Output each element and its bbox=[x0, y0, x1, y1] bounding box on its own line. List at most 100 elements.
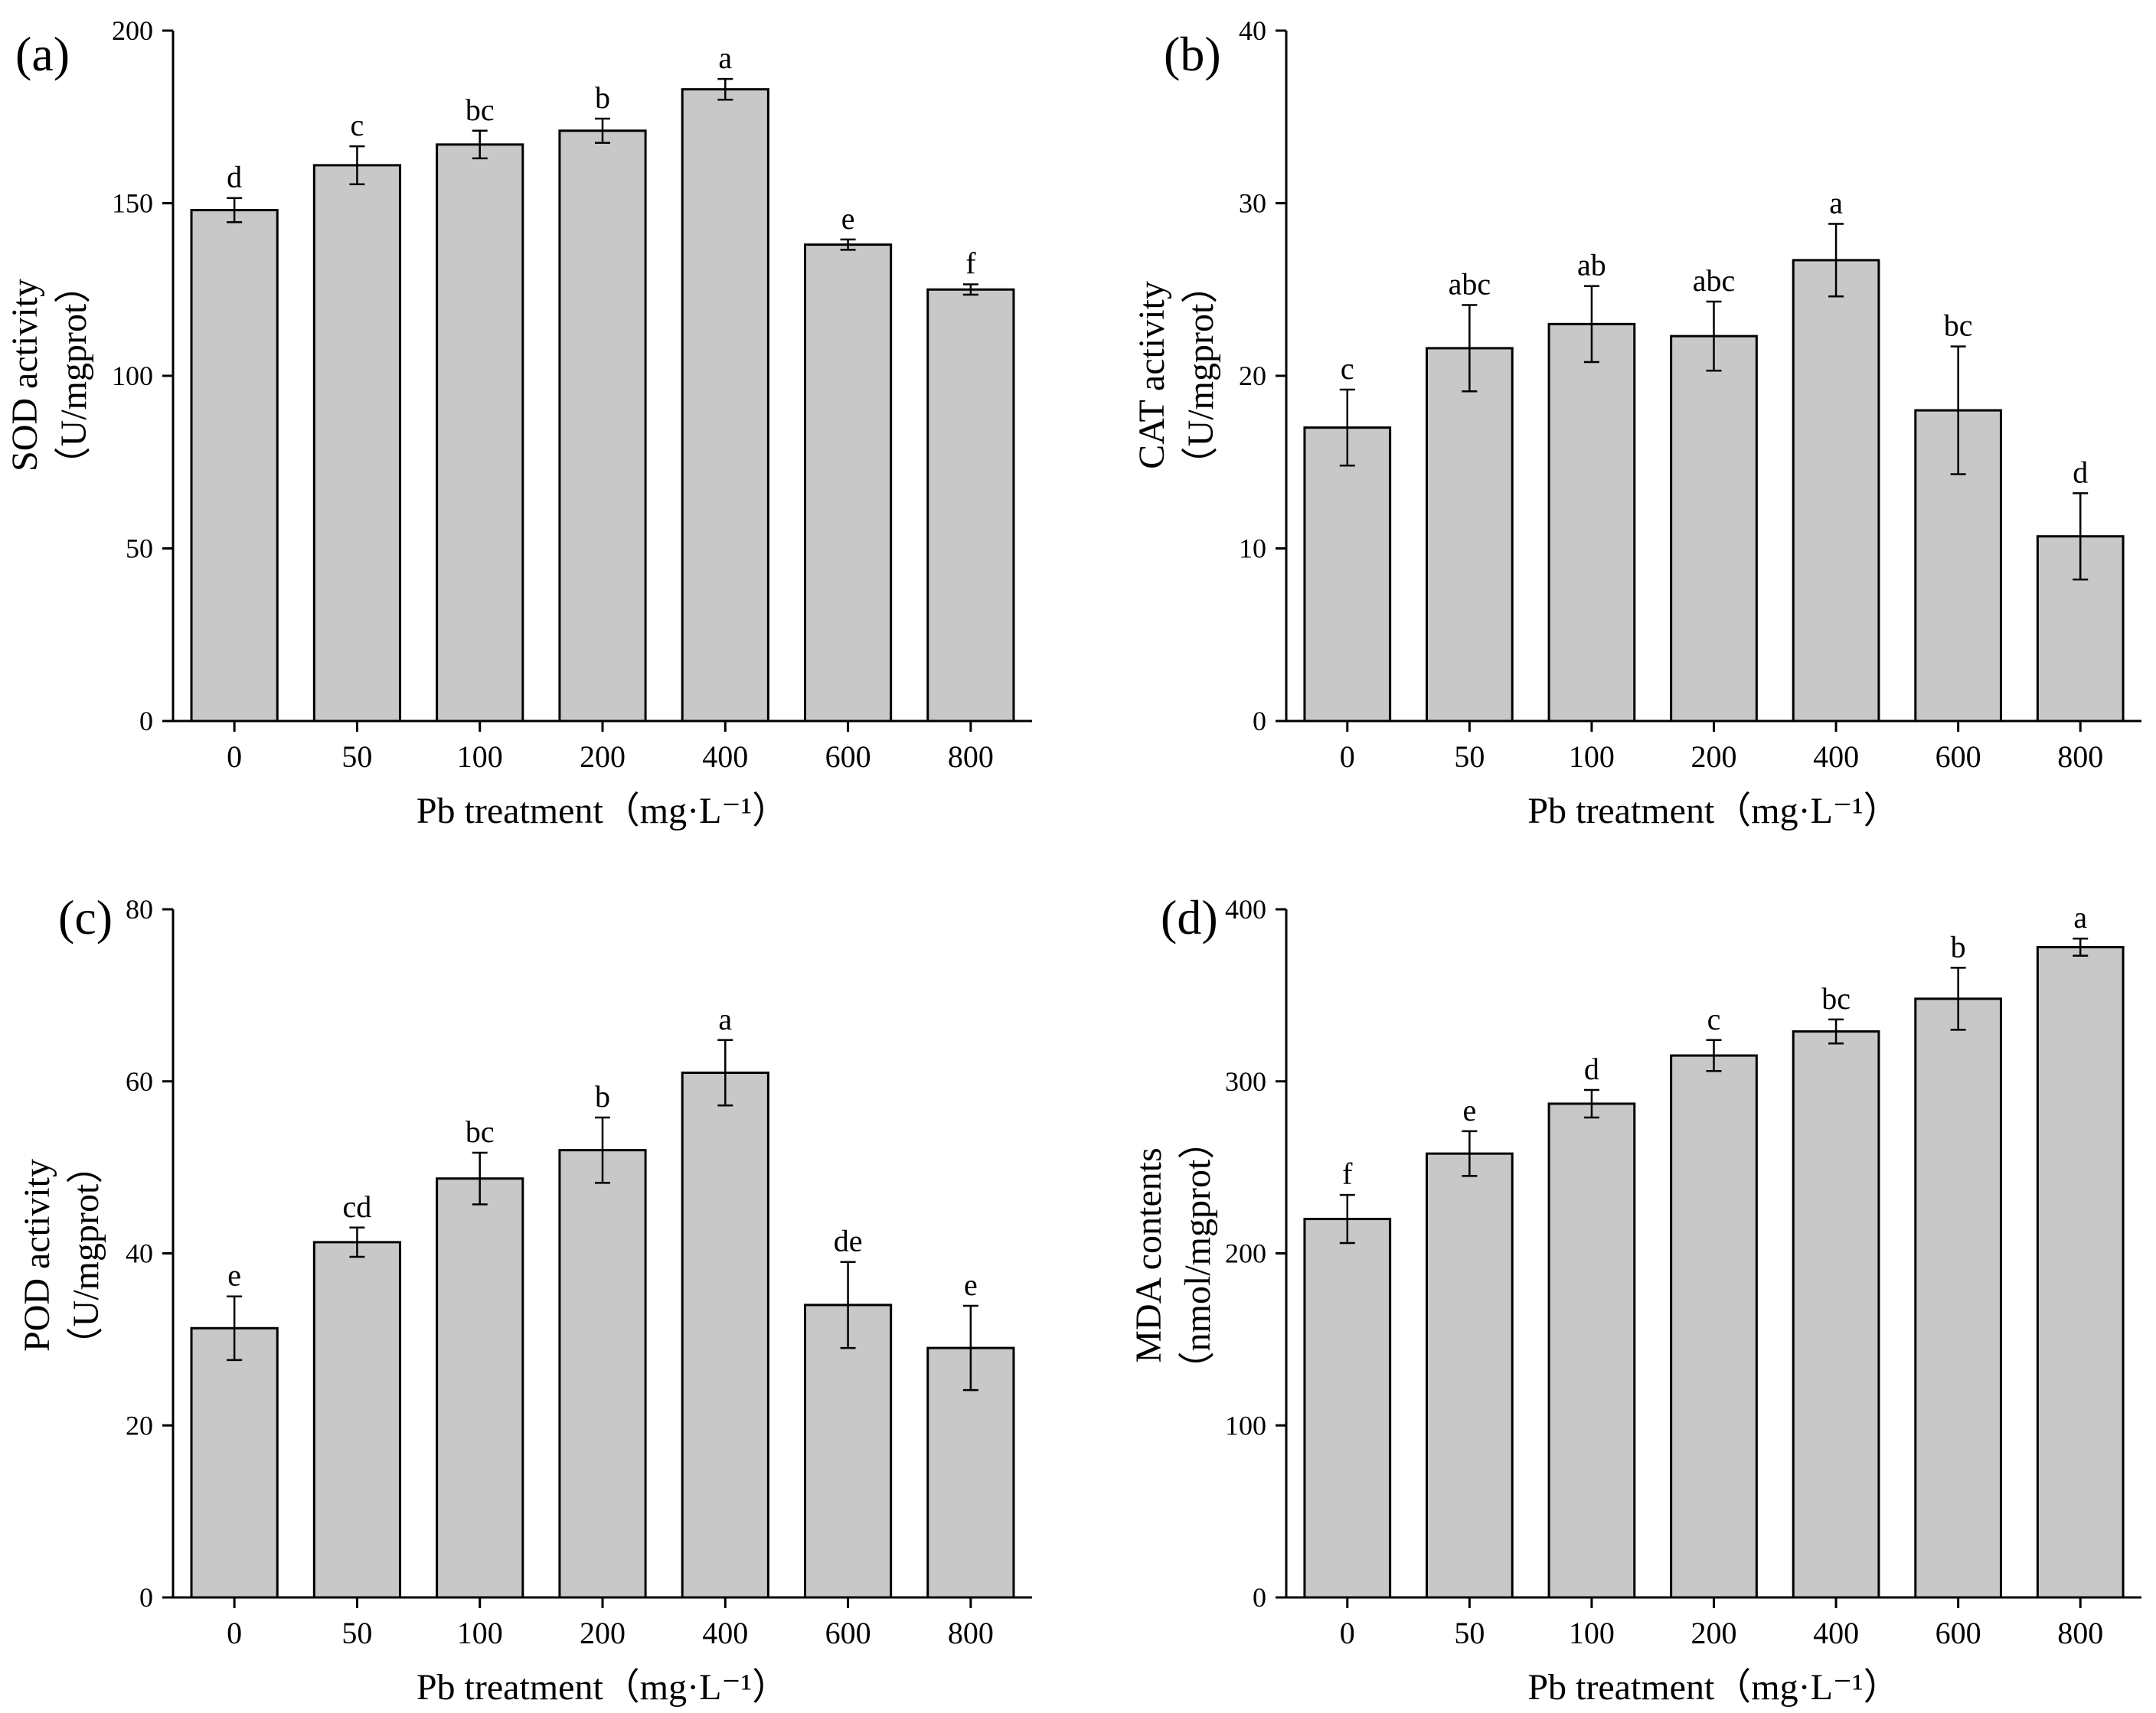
x-tick-label: 400 bbox=[702, 739, 748, 774]
x-tick-label: 0 bbox=[1340, 1616, 1355, 1650]
bar bbox=[190, 1326, 279, 1599]
x-tick-label: 600 bbox=[1936, 739, 1981, 774]
bar bbox=[681, 88, 769, 723]
y-tick-label: 150 bbox=[112, 188, 153, 219]
significance-label: b bbox=[595, 80, 610, 115]
significance-label: b bbox=[1951, 929, 1966, 964]
significance-label: c bbox=[1707, 1002, 1721, 1036]
bar bbox=[1303, 1218, 1392, 1599]
x-tick-label: 200 bbox=[580, 739, 626, 774]
x-axis-title: Pb treatment（mg·L⁻¹） bbox=[416, 1667, 789, 1708]
x-tick-label: 200 bbox=[1691, 739, 1737, 774]
y-tick-label: 10 bbox=[1239, 533, 1266, 564]
y-tick-label: 200 bbox=[112, 15, 153, 46]
bar bbox=[803, 243, 893, 723]
x-tick-label: 50 bbox=[1454, 739, 1485, 774]
bar bbox=[1547, 322, 1636, 723]
bar bbox=[312, 1241, 402, 1599]
x-tick-label: 100 bbox=[457, 739, 503, 774]
bar bbox=[681, 1072, 769, 1599]
significance-label: d bbox=[1584, 1052, 1599, 1086]
x-tick-label: 0 bbox=[227, 739, 242, 774]
bar bbox=[436, 1177, 524, 1599]
x-tick-label: 100 bbox=[1569, 1616, 1615, 1650]
x-tick-label: 50 bbox=[341, 739, 372, 774]
significance-label: e bbox=[1462, 1093, 1476, 1127]
panel-label: (c) bbox=[58, 890, 113, 945]
y-tick-label: 0 bbox=[1253, 1582, 1266, 1613]
y-tick-label: 20 bbox=[1239, 361, 1266, 391]
significance-label: c bbox=[351, 108, 364, 142]
x-tick-label: 400 bbox=[1813, 1616, 1859, 1650]
y-axis-unit: （U/mgprot） bbox=[1181, 267, 1221, 484]
y-tick-label: 100 bbox=[1225, 1410, 1266, 1441]
bar bbox=[1914, 997, 2002, 1599]
significance-label: a bbox=[2073, 900, 2087, 935]
bar bbox=[1670, 1054, 1758, 1599]
significance-label: bc bbox=[466, 93, 495, 127]
x-tick-label: 200 bbox=[580, 1616, 626, 1650]
y-tick-label: 50 bbox=[126, 533, 153, 564]
panel-label: (a) bbox=[15, 27, 70, 81]
significance-label: bc bbox=[1944, 308, 1973, 343]
significance-label: b bbox=[595, 1079, 610, 1114]
x-tick-label: 50 bbox=[1454, 1616, 1485, 1650]
bar bbox=[1547, 1102, 1636, 1599]
chart-panel-1: (b) 0 10 20 30 40 c 0 abc 50 ab 100 abc 200 a 400 bc 600 d… bbox=[1132, 15, 2141, 831]
significance-label: a bbox=[1829, 186, 1843, 220]
bar bbox=[926, 288, 1015, 723]
y-axis-unit: （U/mgprot） bbox=[66, 1147, 106, 1364]
bar bbox=[558, 129, 647, 723]
chart-panel-2: (c) 0 20 40 60 80 e 0 cd 50 bc 100 b 200 a 400 de 600 e 800… bbox=[17, 890, 1032, 1708]
significance-label: a bbox=[718, 41, 732, 75]
significance-label: bc bbox=[466, 1114, 495, 1149]
significance-label: d bbox=[227, 160, 242, 194]
bar bbox=[190, 209, 279, 723]
y-tick-label: 80 bbox=[126, 894, 153, 925]
significance-label: ab bbox=[1577, 248, 1606, 282]
bar bbox=[436, 143, 524, 723]
y-tick-label: 100 bbox=[112, 361, 153, 391]
x-tick-label: 100 bbox=[1569, 739, 1615, 774]
bar bbox=[558, 1149, 647, 1599]
y-tick-label: 0 bbox=[1253, 706, 1266, 736]
x-tick-label: 0 bbox=[1340, 739, 1355, 774]
x-axis-title: Pb treatment（mg·L⁻¹） bbox=[1527, 1667, 1900, 1708]
significance-label: bc bbox=[1821, 981, 1851, 1016]
x-tick-label: 50 bbox=[341, 1616, 372, 1650]
y-tick-label: 60 bbox=[126, 1066, 153, 1097]
y-axis-title: SOD activity bbox=[5, 279, 45, 471]
x-tick-label: 100 bbox=[457, 1616, 503, 1650]
y-tick-label: 40 bbox=[126, 1238, 153, 1269]
x-tick-label: 600 bbox=[825, 739, 871, 774]
x-tick-label: 800 bbox=[948, 739, 994, 774]
significance-label: d bbox=[2073, 455, 2088, 489]
bar bbox=[1792, 259, 1880, 723]
significance-label: de bbox=[834, 1224, 863, 1258]
y-axis-unit: （U/mgprot） bbox=[54, 267, 94, 484]
bar bbox=[1792, 1030, 1880, 1599]
x-axis-title: Pb treatment（mg·L⁻¹） bbox=[1527, 791, 1900, 831]
y-tick-label: 0 bbox=[139, 1582, 153, 1613]
significance-label: f bbox=[1342, 1157, 1353, 1191]
significance-label: abc bbox=[1693, 263, 1736, 298]
chart-panel-3: (d) 0 100 200 300 400 f 0 e 50 d 100 c 200 bc 400 b 600 a 8… bbox=[1129, 890, 2141, 1708]
significance-label: e bbox=[964, 1268, 978, 1302]
x-tick-label: 800 bbox=[948, 1616, 994, 1650]
significance-label: cd bbox=[343, 1189, 372, 1224]
y-axis-unit: （nmol/mgprot） bbox=[1178, 1123, 1218, 1388]
x-tick-label: 400 bbox=[1813, 739, 1859, 774]
significance-label: e bbox=[227, 1258, 241, 1293]
significance-label: abc bbox=[1449, 267, 1491, 302]
significance-label: e bbox=[841, 201, 855, 236]
y-tick-label: 400 bbox=[1225, 894, 1266, 925]
bar bbox=[1426, 347, 1514, 723]
x-axis-title: Pb treatment（mg·L⁻¹） bbox=[416, 791, 789, 831]
y-tick-label: 0 bbox=[139, 706, 153, 736]
significance-label: a bbox=[718, 1002, 732, 1036]
bar bbox=[2036, 945, 2125, 1599]
x-tick-label: 200 bbox=[1691, 1616, 1737, 1650]
bar bbox=[312, 164, 402, 723]
significance-label: c bbox=[1341, 351, 1354, 386]
